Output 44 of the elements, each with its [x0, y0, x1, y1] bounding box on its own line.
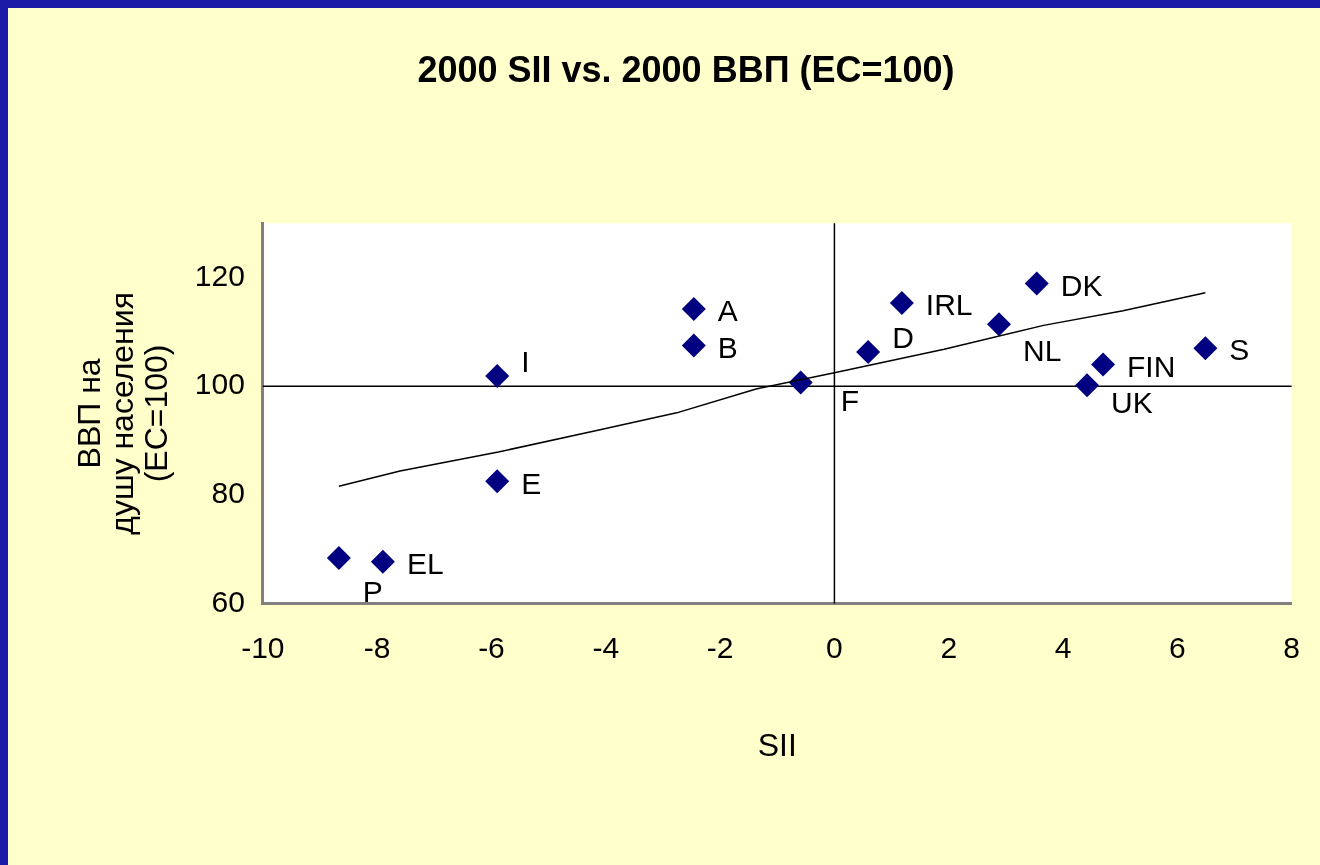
point	[326, 545, 351, 570]
x-tick-label: 6	[1169, 630, 1186, 664]
x-tick-label: 8	[1283, 630, 1300, 664]
point	[856, 339, 881, 364]
annotation: S	[1229, 333, 1250, 367]
point	[987, 312, 1012, 337]
chart-title: 2000 SII vs. 2000 ВВП (EC=100)	[417, 48, 955, 90]
annotation: I	[521, 345, 530, 379]
annotation: B	[717, 330, 738, 364]
annotation: E	[521, 466, 542, 500]
point	[681, 297, 706, 322]
point	[485, 469, 510, 494]
annotation: NL	[1023, 333, 1062, 367]
y-axis-title: ВВП на душу населения (EC=100)	[70, 292, 174, 535]
x-axis-title: SII	[757, 726, 797, 763]
x-tick-label: -6	[478, 630, 505, 664]
point	[1024, 271, 1049, 296]
annotation: P	[362, 575, 383, 609]
x-tick-label: -10	[241, 630, 285, 664]
x-tick-label: -8	[363, 630, 391, 664]
point	[485, 363, 510, 388]
point	[1075, 373, 1100, 398]
y-tick-label: 120	[194, 258, 245, 292]
annotation: F	[840, 383, 860, 417]
y-tick-label: 80	[211, 476, 245, 510]
annotation: UK	[1111, 386, 1153, 420]
x-tick-label: 0	[826, 630, 843, 664]
y-tick-label: 60	[211, 584, 245, 618]
point	[370, 549, 395, 574]
y-tick-label: 100	[194, 367, 245, 401]
point	[1193, 336, 1218, 361]
annotation: DK	[1060, 268, 1103, 302]
annotation: FIN	[1127, 349, 1176, 383]
x-tick-label: 2	[940, 630, 958, 664]
point	[889, 291, 914, 316]
annotation: IRL	[925, 288, 973, 322]
annotation: A	[717, 294, 738, 328]
x-tick-label: -2	[706, 630, 734, 664]
x-tick-label: 4	[1054, 630, 1072, 664]
annotation: EL	[406, 547, 444, 581]
point	[681, 333, 706, 358]
annotation: D	[892, 321, 914, 355]
x-tick-label: -4	[592, 630, 620, 664]
point	[1091, 352, 1116, 377]
